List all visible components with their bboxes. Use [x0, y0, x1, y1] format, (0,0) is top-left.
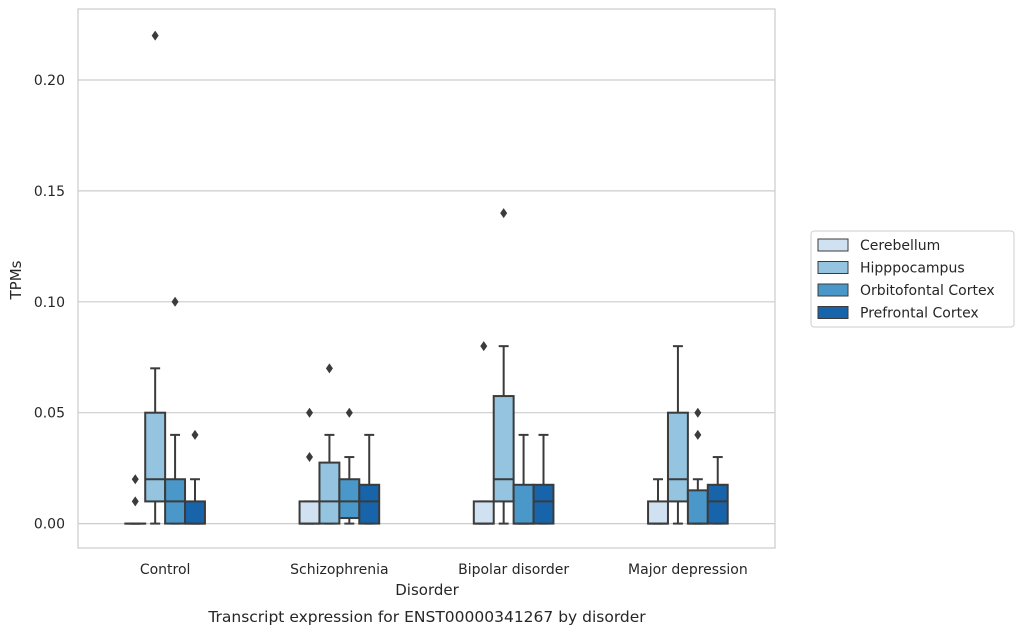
y-axis-title: TPMs — [7, 260, 25, 300]
y-tick-label: 0.10 — [34, 295, 65, 311]
box — [184, 429, 206, 525]
box-body — [686, 489, 709, 525]
plot-frame — [77, 8, 776, 549]
box — [298, 407, 321, 525]
box — [358, 433, 381, 525]
box-body — [706, 483, 729, 525]
box — [512, 433, 535, 525]
outlier-point — [151, 30, 159, 41]
box — [144, 30, 167, 525]
outlier-point — [306, 407, 314, 418]
box-body — [532, 483, 555, 525]
legend-label: Cerebellum — [860, 238, 940, 254]
legend-label: Prefrontal Cortex — [860, 306, 979, 322]
y-tick-label: 0.00 — [34, 517, 65, 533]
legend-swatch — [817, 238, 849, 252]
y-tick-label: 0.20 — [34, 73, 65, 89]
box — [124, 474, 147, 525]
box-body — [492, 395, 515, 503]
legend-swatch — [817, 306, 849, 319]
outlier-point — [171, 296, 179, 307]
legend-item: Orbitofontal Cortex — [817, 283, 995, 299]
x-tick-label: Major depression — [628, 562, 748, 578]
box — [532, 433, 555, 525]
box — [338, 407, 361, 525]
outlier-point — [345, 407, 353, 418]
outlier-point — [694, 407, 702, 418]
x-axis-title: Disorder — [395, 581, 459, 599]
legend-item: Cerebellum — [817, 238, 940, 254]
y-tick-label: 0.05 — [34, 406, 65, 422]
legend: Cerebellum Hipppocampus Orbitofontal Corte… — [810, 230, 1015, 328]
box — [647, 478, 669, 525]
box — [318, 363, 341, 525]
box — [472, 341, 495, 525]
y-tick-labels: 0.00 0.05 0.10 0.15 0.20 — [34, 73, 65, 533]
box-body — [318, 461, 341, 525]
outlier-point — [480, 341, 488, 352]
y-tick-label: 0.15 — [34, 184, 65, 200]
legend-item: Hipppocampus — [817, 261, 965, 277]
outlier-point — [694, 429, 702, 440]
x-tick-label: Bipolar disorder — [458, 562, 569, 578]
box-body — [184, 500, 206, 525]
box-body — [358, 483, 381, 525]
legend-label: Hipppocampus — [860, 261, 965, 277]
box — [164, 296, 187, 525]
outlier-point — [191, 429, 199, 440]
outlier-point — [131, 474, 139, 485]
chart-caption: Transcript expression for ENST0000034126… — [207, 608, 646, 626]
box-body — [298, 500, 321, 525]
legend-label: Orbitofontal Cortex — [860, 283, 995, 299]
x-tick-labels: Control Schizophrenia Bipolar disorder Majo… — [140, 562, 748, 578]
box-body — [666, 411, 689, 503]
box-body — [144, 411, 167, 503]
boxes — [124, 30, 729, 525]
legend-swatch — [817, 261, 849, 274]
legend-item: Prefrontal Cortex — [817, 306, 979, 322]
outlier-point — [500, 208, 508, 219]
outlier-point — [325, 363, 333, 374]
legend-frame — [810, 230, 1015, 328]
legend-swatch — [817, 283, 849, 297]
box — [666, 345, 689, 525]
box-body — [512, 483, 535, 525]
box — [492, 208, 515, 525]
x-tick-label: Control — [140, 562, 191, 578]
box-body — [647, 500, 669, 525]
box-body — [472, 500, 495, 525]
box — [686, 407, 709, 525]
outlier-point — [306, 452, 314, 463]
box-body — [338, 478, 361, 520]
box — [706, 456, 729, 525]
x-tick-label: Schizophrenia — [290, 562, 388, 578]
outlier-point — [131, 496, 139, 507]
